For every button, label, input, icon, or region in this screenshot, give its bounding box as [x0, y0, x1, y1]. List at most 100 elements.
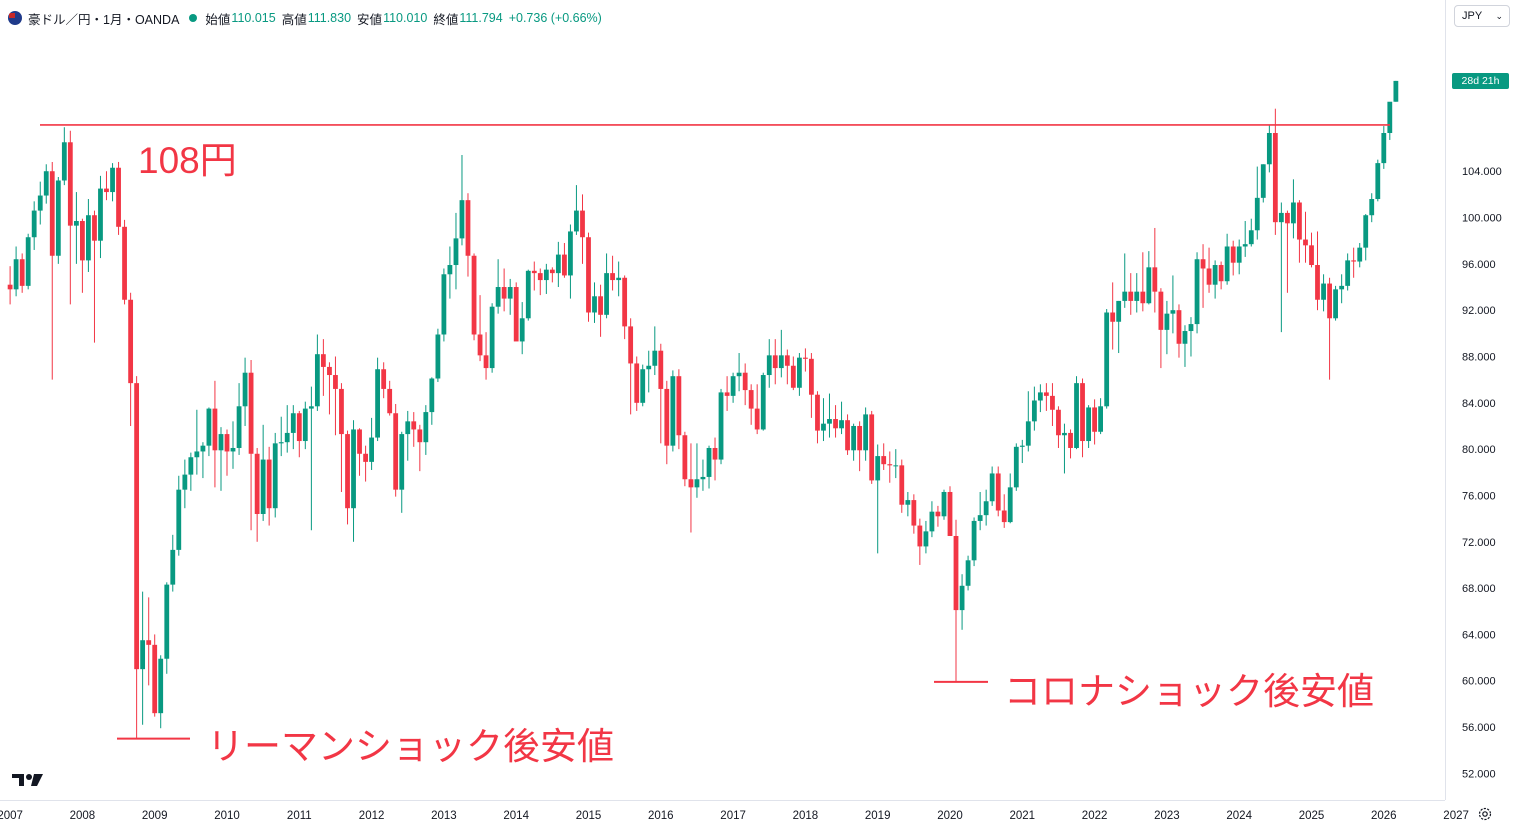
- candle-body-up: [941, 491, 947, 517]
- symbol-header: 豪ドル／円・1月・OANDA 始値 110.015 高値 111.830 安値 110…: [8, 9, 602, 27]
- candle-body-down: [333, 375, 338, 389]
- candle-body-down: [742, 372, 748, 391]
- candle-body-up: [200, 445, 206, 452]
- candle-body-down: [622, 277, 628, 327]
- x-tick-label: 2024: [1226, 810, 1252, 822]
- candle-body-down: [809, 358, 814, 395]
- candle-body-down: [248, 372, 254, 454]
- candle-body-down: [411, 421, 417, 430]
- candle-body-up: [1170, 310, 1176, 314]
- candle-body-down: [122, 226, 127, 300]
- x-tick-label: 2010: [214, 810, 240, 822]
- y-tick-label: 104.000: [1462, 166, 1502, 178]
- candle-body-up: [242, 372, 248, 407]
- symbol-title[interactable]: 豪ドル／円・1月・OANDA: [28, 12, 180, 27]
- candle-body-up: [670, 376, 676, 446]
- candle-body-up: [977, 515, 983, 521]
- candle-body-down: [80, 221, 85, 261]
- candle-body-down: [628, 326, 634, 364]
- candle-body-up: [435, 334, 441, 379]
- candle-body-up: [495, 287, 501, 307]
- candle-body-down: [49, 171, 55, 256]
- candle-body-down: [146, 640, 152, 645]
- x-tick-label: 2015: [576, 810, 602, 822]
- candle-body-down: [562, 254, 567, 276]
- candle-body-down: [501, 287, 507, 299]
- candle-body-down: [465, 200, 471, 256]
- candle-body-down: [676, 376, 682, 436]
- candle-body-up: [971, 520, 977, 561]
- annotation-covid-low[interactable]: コロナショック後安値: [1004, 671, 1374, 712]
- candle-body-up: [959, 585, 965, 611]
- y-tick-label: 52.000: [1462, 768, 1496, 780]
- candle-body-down: [1043, 392, 1049, 396]
- candle-body-up: [188, 457, 194, 475]
- candle-body-up: [929, 511, 935, 532]
- candle-body-up: [1333, 289, 1338, 319]
- candle-body-down: [947, 491, 953, 536]
- candle-body-down: [1309, 245, 1314, 266]
- candle-body-down: [1176, 310, 1182, 344]
- annotation-lehman-low[interactable]: リーマンショック後安値: [207, 726, 614, 767]
- candle-body-up: [284, 432, 290, 443]
- currency-select[interactable]: JPY ⌄: [1454, 5, 1510, 27]
- candle-body-up: [37, 195, 43, 211]
- annotation-108-yen[interactable]: 108円: [138, 140, 237, 181]
- candle-body-up: [278, 442, 284, 444]
- candle-body-down: [363, 453, 368, 462]
- candle-body-down: [1092, 407, 1097, 432]
- candle-body-down: [1200, 259, 1206, 269]
- candle-body-up: [1019, 445, 1025, 447]
- candle-body-up: [441, 274, 447, 335]
- candle-body-up: [25, 237, 31, 286]
- market-status-dot: [189, 14, 198, 22]
- candle-body-up: [730, 376, 736, 396]
- candle-body-down: [19, 259, 25, 286]
- candle-body-down: [477, 334, 483, 356]
- candle-body-up: [1212, 265, 1218, 285]
- low-value: 110.010: [383, 11, 428, 25]
- candle-body-up: [694, 479, 700, 488]
- tradingview-logo[interactable]: [12, 772, 44, 788]
- candle-body-up: [1188, 324, 1194, 332]
- candle-body-up: [893, 465, 899, 467]
- candle-body-up: [73, 221, 79, 226]
- y-tick-label: 100.000: [1462, 213, 1502, 225]
- candle-body-up: [700, 476, 706, 480]
- candle-body-down: [815, 394, 820, 431]
- candle-body-up: [1363, 215, 1369, 248]
- candle-body-up: [1122, 291, 1128, 301]
- candle-body-up: [290, 413, 296, 433]
- candle-body-down: [610, 273, 615, 281]
- candle-body-down: [1068, 432, 1073, 448]
- candle-body-up: [98, 188, 103, 241]
- candle-body-up: [302, 408, 308, 442]
- candle-body-up: [640, 369, 646, 403]
- candle-body-down: [381, 369, 387, 389]
- candle-body-down: [772, 355, 778, 369]
- candle-body-up: [519, 318, 525, 342]
- candle-body-down: [833, 419, 838, 429]
- candle-body-up: [429, 378, 435, 413]
- candle-body-down: [790, 365, 796, 388]
- candle-body-up: [140, 640, 146, 670]
- candle-body-up: [1037, 392, 1043, 401]
- candle-body-up: [592, 296, 597, 313]
- candle-body-up: [1291, 202, 1296, 224]
- candle-body-up: [507, 287, 513, 299]
- candle-body-down: [224, 434, 230, 452]
- candle-body-up: [260, 459, 266, 514]
- high-label: 高値: [281, 12, 307, 27]
- open-label: 始値: [205, 12, 231, 27]
- candle-body-down: [1158, 291, 1164, 330]
- gear-icon[interactable]: [1477, 806, 1493, 822]
- y-tick-label: 80.000: [1462, 444, 1496, 456]
- candle-body-up: [1369, 199, 1375, 216]
- candle-body-up: [839, 420, 844, 429]
- candle-body-up: [646, 365, 652, 370]
- candle-body-down: [387, 388, 393, 414]
- candle-body-down: [917, 525, 923, 547]
- candle-body-up: [218, 434, 224, 451]
- candle-body-up: [736, 372, 742, 377]
